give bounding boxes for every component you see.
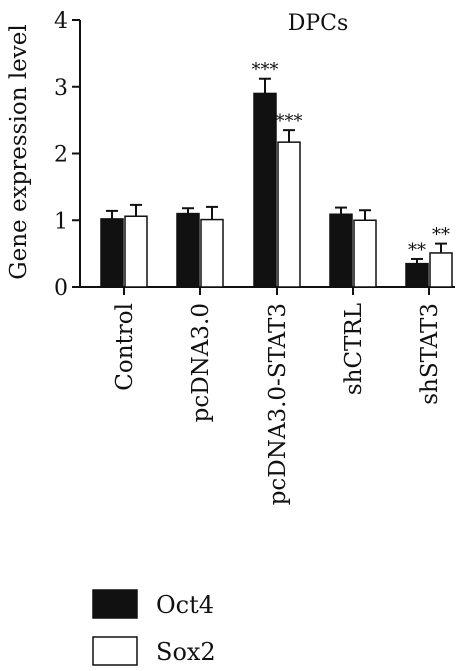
bars: ********** xyxy=(100,60,453,288)
bar-oct4 xyxy=(253,92,277,288)
x-tick-label: pcDNA3.0 xyxy=(188,303,214,422)
bar-oct4 xyxy=(329,213,353,288)
y-axis-label: Gene expression level xyxy=(6,24,32,280)
bar-sox2 xyxy=(124,215,148,288)
x-tick-label: shSTAT3 xyxy=(417,303,443,405)
bar-sox2 xyxy=(353,219,377,288)
x-tick-label: Control xyxy=(112,303,138,391)
bar-oct4 xyxy=(176,212,200,288)
y-tick-label: 3 xyxy=(54,76,68,101)
significance-label: ** xyxy=(408,240,426,261)
y-tick-label: 1 xyxy=(54,209,68,234)
bar-oct4 xyxy=(100,218,124,288)
x-tick-labels: Control pcDNA3.0 pcDNA3.0-STAT3 shCTRL shSTA… xyxy=(112,303,443,505)
significance-label: *** xyxy=(252,60,279,81)
significance-label: ** xyxy=(432,225,450,246)
bar-oct4 xyxy=(405,262,429,288)
bar-sox2 xyxy=(277,141,301,288)
x-tick-label: shCTRL xyxy=(341,303,367,395)
legend: Oct4 Sox2 xyxy=(92,589,216,666)
legend-label-sox2: Sox2 xyxy=(156,638,216,666)
legend-label-oct4: Oct4 xyxy=(156,591,214,619)
bar-sox2 xyxy=(200,218,224,288)
y-tick-label: 0 xyxy=(54,276,68,301)
significance-label: *** xyxy=(276,111,303,132)
chart-title: DPCs xyxy=(288,11,349,36)
y-tick-label: 2 xyxy=(54,143,68,168)
legend-swatch-sox2 xyxy=(92,636,138,666)
y-tick-label: 4 xyxy=(54,9,68,34)
bar-sox2 xyxy=(429,252,453,288)
x-tick-label: pcDNA3.0-STAT3 xyxy=(265,303,291,505)
legend-swatch-oct4 xyxy=(92,589,138,619)
